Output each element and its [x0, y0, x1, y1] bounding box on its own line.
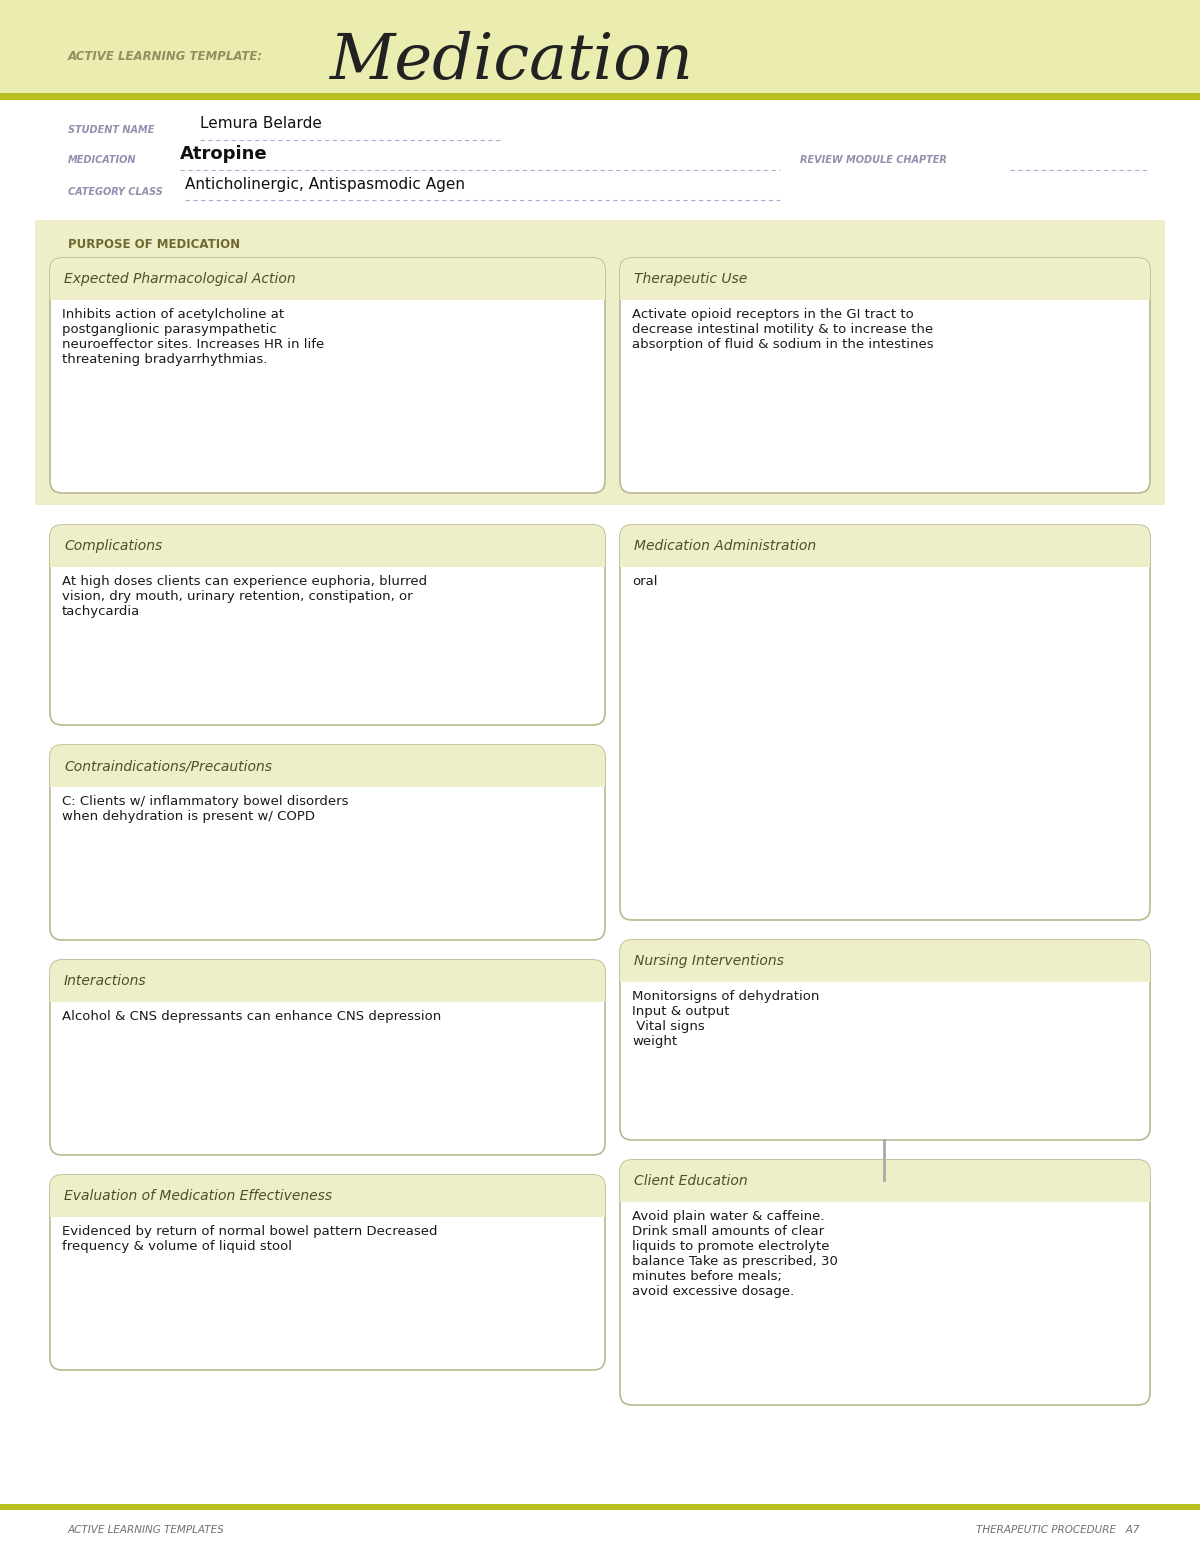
- Text: Avoid plain water & caffeine.
Drink small amounts of clear
liquids to promote el: Avoid plain water & caffeine. Drink smal…: [632, 1210, 838, 1298]
- Text: Therapeutic Use: Therapeutic Use: [634, 272, 748, 286]
- FancyBboxPatch shape: [620, 258, 1150, 298]
- Text: Contraindications/Precautions: Contraindications/Precautions: [64, 759, 272, 773]
- Bar: [620, 971, 1150, 981]
- Bar: [50, 287, 605, 300]
- Bar: [50, 554, 605, 567]
- FancyBboxPatch shape: [50, 960, 605, 1155]
- FancyBboxPatch shape: [620, 940, 1150, 1140]
- Text: STUDENT NAME: STUDENT NAME: [68, 124, 155, 135]
- Bar: [620, 1190, 1150, 1202]
- Bar: [50, 989, 605, 1002]
- Text: ACTIVE LEARNING TEMPLATE:: ACTIVE LEARNING TEMPLATE:: [68, 51, 263, 64]
- Text: Atropine: Atropine: [180, 144, 268, 163]
- Text: Lemura Belarde: Lemura Belarde: [200, 116, 322, 132]
- Text: Medication Administration: Medication Administration: [634, 539, 816, 553]
- FancyBboxPatch shape: [50, 525, 605, 565]
- Text: Medication: Medication: [330, 31, 694, 93]
- FancyBboxPatch shape: [620, 1160, 1150, 1405]
- FancyBboxPatch shape: [620, 940, 1150, 980]
- Bar: [0, 1503, 1200, 1510]
- Text: THERAPEUTIC PROCEDURE   A7: THERAPEUTIC PROCEDURE A7: [977, 1525, 1140, 1534]
- Text: Anticholinergic, Antispasmodic Agen: Anticholinergic, Antispasmodic Agen: [185, 177, 466, 193]
- Text: Inhibits action of acetylcholine at
postganglionic parasympathetic
neuroeffector: Inhibits action of acetylcholine at post…: [62, 307, 324, 367]
- Text: Alcohol & CNS depressants can enhance CNS depression: Alcohol & CNS depressants can enhance CN…: [62, 1009, 442, 1023]
- Text: C: Clients w/ inflammatory bowel disorders
when dehydration is present w/ COPD: C: Clients w/ inflammatory bowel disorde…: [62, 795, 348, 823]
- Text: ACTIVE LEARNING TEMPLATES: ACTIVE LEARNING TEMPLATES: [68, 1525, 224, 1534]
- FancyBboxPatch shape: [50, 960, 605, 1000]
- Text: Monitorsigns of dehydration
Input & output
 Vital signs
weight: Monitorsigns of dehydration Input & outp…: [632, 989, 820, 1048]
- FancyBboxPatch shape: [620, 1160, 1150, 1200]
- Text: Interactions: Interactions: [64, 974, 146, 988]
- FancyBboxPatch shape: [620, 525, 1150, 565]
- FancyBboxPatch shape: [50, 745, 605, 940]
- FancyBboxPatch shape: [50, 258, 605, 492]
- FancyBboxPatch shape: [50, 1176, 605, 1214]
- Text: Evaluation of Medication Effectiveness: Evaluation of Medication Effectiveness: [64, 1190, 332, 1204]
- Text: Complications: Complications: [64, 539, 162, 553]
- Bar: [50, 1205, 605, 1218]
- Text: Expected Pharmacological Action: Expected Pharmacological Action: [64, 272, 295, 286]
- Text: oral: oral: [632, 575, 658, 589]
- Text: Activate opioid receptors in the GI tract to
decrease intestinal motility & to i: Activate opioid receptors in the GI trac…: [632, 307, 934, 351]
- Bar: [50, 775, 605, 787]
- Text: CATEGORY CLASS: CATEGORY CLASS: [68, 186, 163, 197]
- Text: Evidenced by return of normal bowel pattern Decreased
frequency & volume of liqu: Evidenced by return of normal bowel patt…: [62, 1225, 438, 1253]
- FancyBboxPatch shape: [620, 258, 1150, 492]
- Bar: [620, 554, 1150, 567]
- FancyBboxPatch shape: [50, 258, 605, 298]
- Text: At high doses clients can experience euphoria, blurred
vision, dry mouth, urinar: At high doses clients can experience eup…: [62, 575, 427, 618]
- Bar: [35, 221, 1165, 505]
- Bar: [620, 287, 1150, 300]
- Text: PURPOSE OF MEDICATION: PURPOSE OF MEDICATION: [68, 239, 240, 252]
- Bar: [0, 0, 1200, 99]
- FancyBboxPatch shape: [50, 525, 605, 725]
- Bar: [0, 99, 1200, 230]
- FancyBboxPatch shape: [50, 1176, 605, 1370]
- Bar: [0, 93, 1200, 99]
- Text: Client Education: Client Education: [634, 1174, 748, 1188]
- Text: REVIEW MODULE CHAPTER: REVIEW MODULE CHAPTER: [800, 155, 947, 165]
- Text: MEDICATION: MEDICATION: [68, 155, 137, 165]
- FancyBboxPatch shape: [620, 525, 1150, 919]
- FancyBboxPatch shape: [50, 745, 605, 784]
- Text: Nursing Interventions: Nursing Interventions: [634, 954, 784, 968]
